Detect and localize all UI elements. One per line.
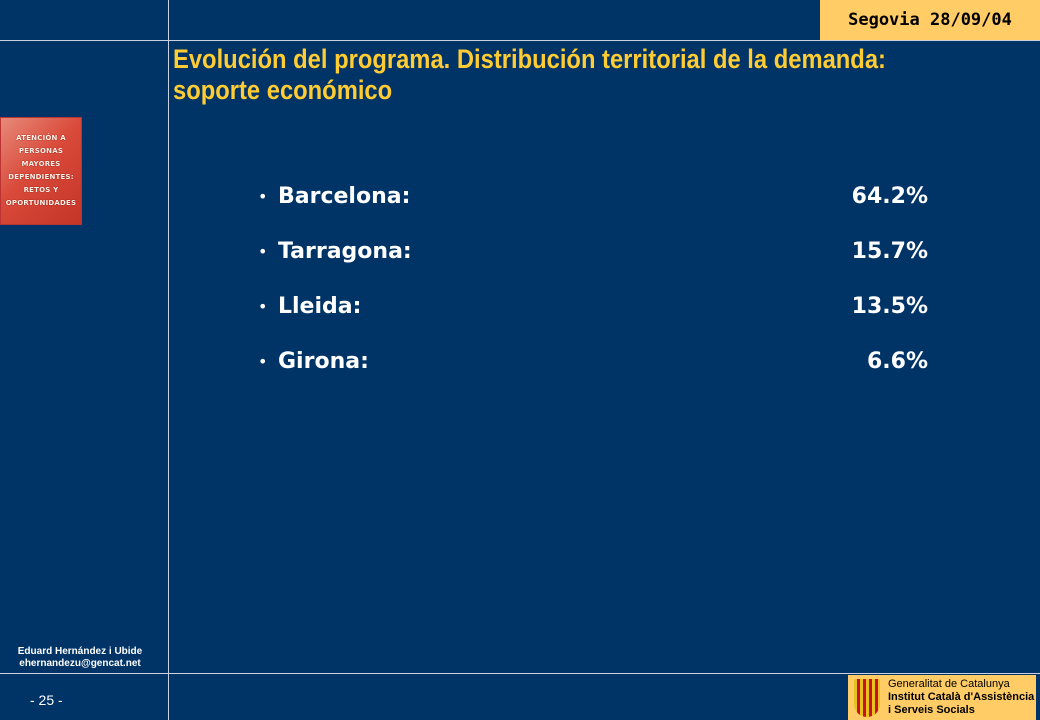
list-item: • Girona: 6.6% [258,343,938,398]
vertical-divider [168,0,169,720]
bullet-icon: • [258,352,268,371]
date-badge: Segovia 28/09/04 [820,0,1040,40]
book-cover-line: OPORTUNIDADES [5,199,77,207]
author-credit: Eduard Hernández i Ubide ehernandezu@gen… [0,646,160,670]
distribution-list: • Barcelona: 64.2% • Tarragona: 15.7% • … [258,178,938,398]
page-number: - 25 - [30,692,63,708]
book-cover-line: ATENCIÓN A [16,134,66,142]
top-divider [0,40,1040,41]
book-cover-line: PERSONAS [18,147,64,155]
book-cover-logo: ATENCIÓN A PERSONAS MAYORES DEPENDIENTES… [0,117,82,225]
book-cover-line: DEPENDIENTES: [8,173,74,181]
gencat-logo-line-2: Institut Català d'Assistència [888,691,1035,703]
catalan-flag-icon [854,678,880,717]
region-label: Lleida: [278,294,362,319]
author-email: ehernandezu@gencat.net [19,658,141,669]
bullet-icon: • [258,242,268,261]
region-value: 15.7% [851,239,928,264]
region-value: 13.5% [851,294,928,319]
bullet-icon: • [258,297,268,316]
author-name: Eduard Hernández i Ubide [17,646,143,657]
book-cover-line: RETOS Y [23,186,59,194]
slide-title-line-2: soporte económico [173,75,393,105]
region-label: Girona: [278,349,369,374]
region-value: 64.2% [851,184,928,209]
bullet-icon: • [258,187,268,206]
slide-title-line-1: Evolución del programa. Distribución ter… [173,44,886,74]
region-value: 6.6% [866,349,928,374]
gencat-logo-line-3: i Serveis Socials [888,704,975,716]
gencat-logo-text: Generalitat de Catalunya Institut Català… [888,678,1034,717]
list-item: • Barcelona: 64.2% [258,178,938,233]
region-label: Tarragona: [278,239,412,264]
list-item: • Tarragona: 15.7% [258,233,938,288]
slide-title: Evolución del programa. Distribución ter… [173,44,930,106]
gencat-logo-line-1: Generalitat de Catalunya [888,678,1010,690]
book-cover-line: MAYORES [21,160,61,168]
region-label: Barcelona: [278,184,411,209]
bottom-divider [0,673,1040,674]
gencat-logo: Generalitat de Catalunya Institut Català… [848,675,1036,720]
list-item: • Lleida: 13.5% [258,288,938,343]
